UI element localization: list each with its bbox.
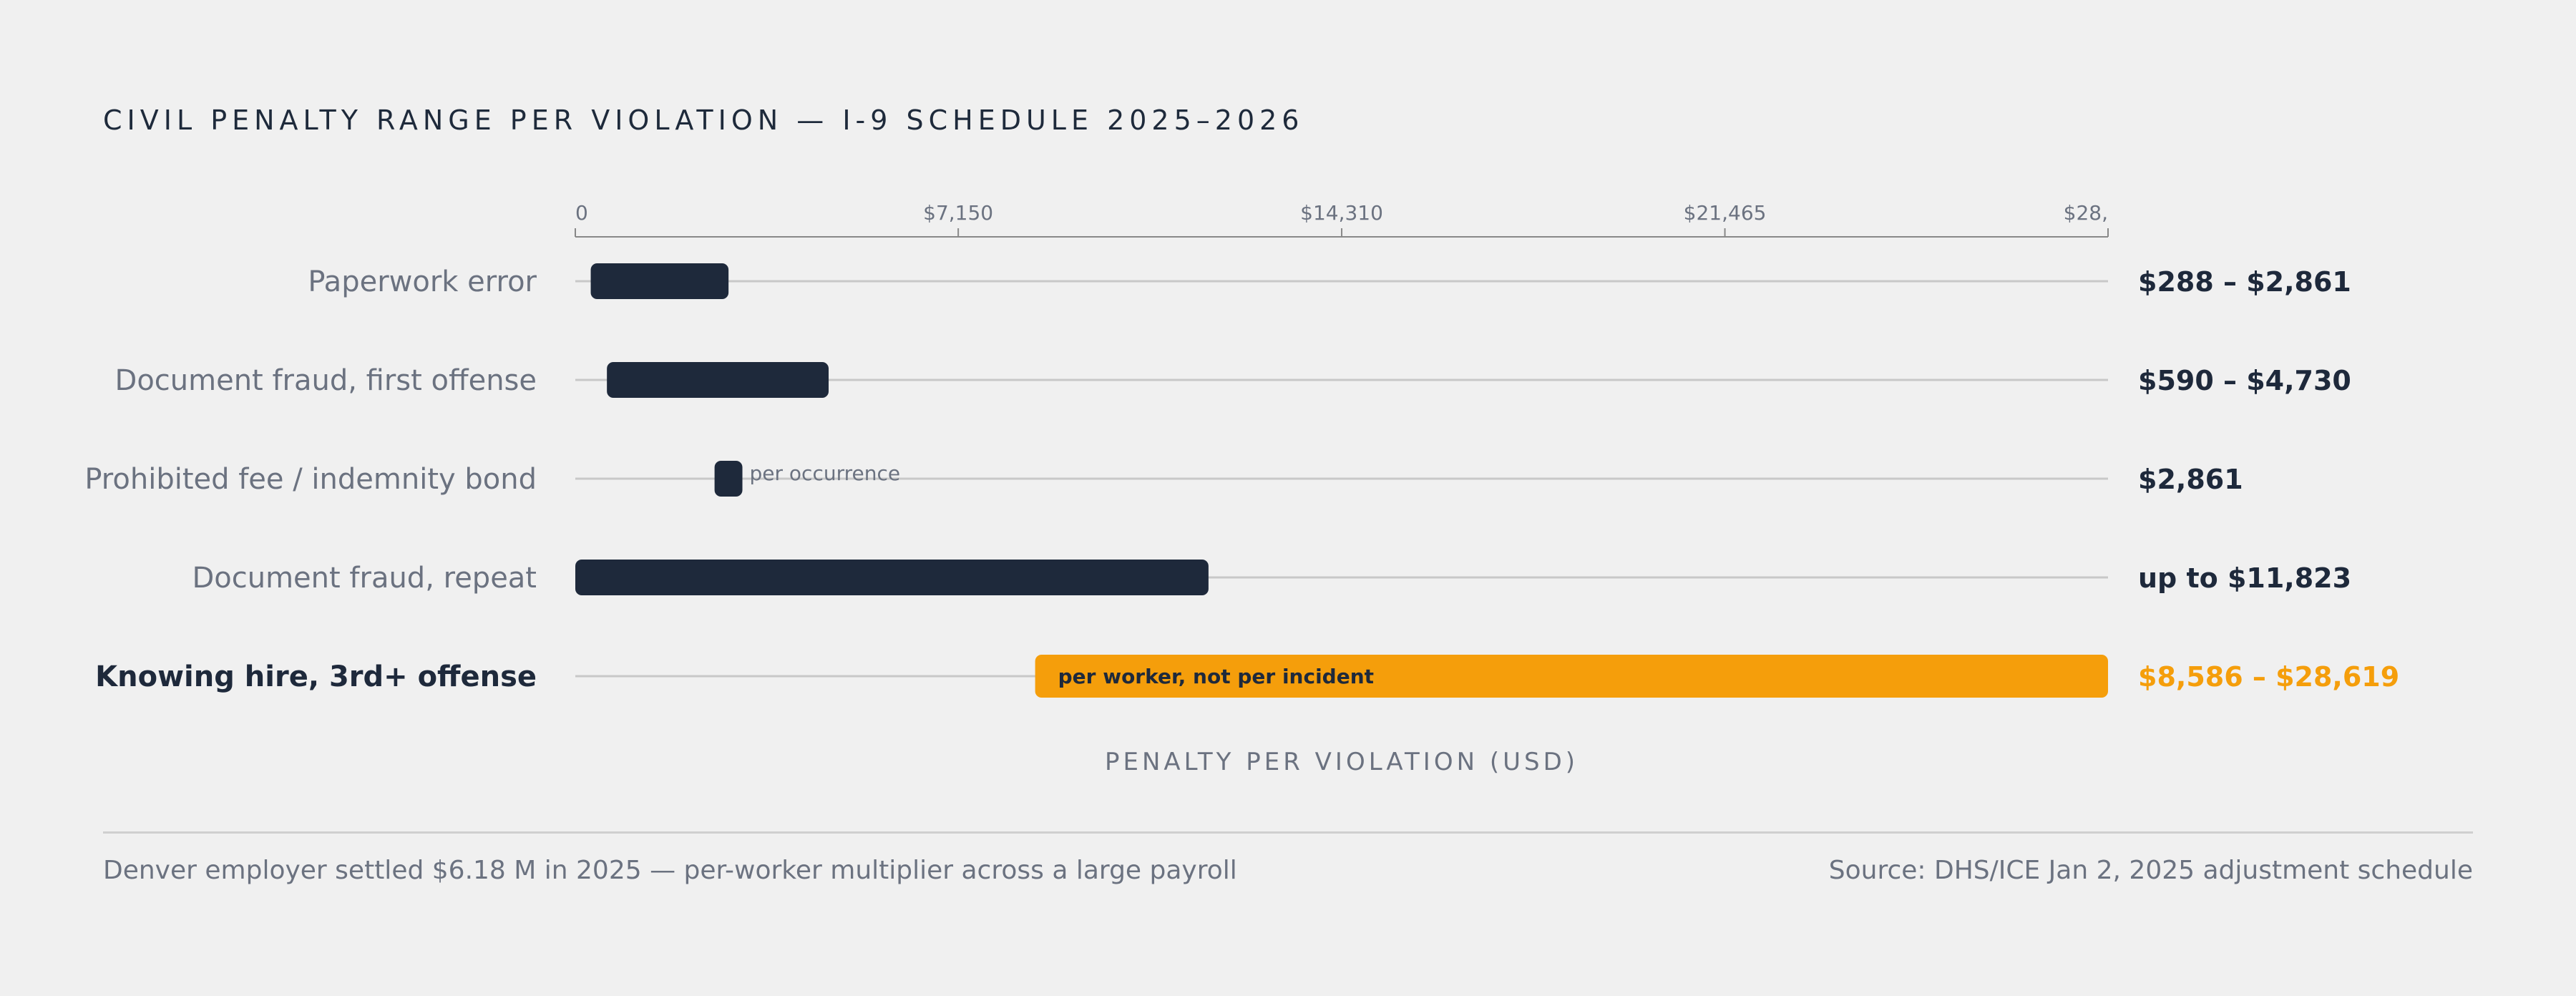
footer-note: Denver employer settled $6.18 M in 2025 … <box>103 856 1237 885</box>
range-bar <box>607 362 829 398</box>
category-label: Document fraud, first offense <box>115 364 537 397</box>
x-tick-label: $14,310 <box>1300 201 1383 225</box>
range-bar <box>1035 655 2108 698</box>
x-axis-title: PENALTY PER VIOLATION (USD) <box>1105 748 1579 776</box>
range-bar <box>590 263 729 299</box>
x-tick-label: 0 <box>575 201 588 225</box>
range-bar <box>714 461 743 497</box>
x-tick-label: $21,465 <box>1684 201 1767 225</box>
bar-annotation: per occurrence <box>750 462 901 485</box>
category-label: Document fraud, repeat <box>192 562 537 595</box>
value-label: $288 – $2,861 <box>2138 266 2351 298</box>
bar-annotation: per worker, not per incident <box>1058 665 1374 688</box>
x-tick-label: $28, <box>2064 201 2108 225</box>
chart-title: CIVIL PENALTY RANGE PER VIOLATION — I-9 … <box>103 104 1304 136</box>
range-bar <box>575 560 1209 595</box>
x-tick-label: $7,150 <box>923 201 993 225</box>
range-chart: 0 $7,150 $14,310 $21,465 $28, Paperwork error… <box>84 201 2399 776</box>
category-label: Paperwork error <box>308 265 537 298</box>
value-label: $590 – $4,730 <box>2138 365 2351 396</box>
footer-source: Source: DHS/ICE Jan 2, 2025 adjustment s… <box>1828 856 2473 885</box>
category-label: Prohibited fee / indemnity bond <box>84 463 537 496</box>
value-label: $8,586 – $28,619 <box>2138 661 2399 693</box>
value-label: $2,861 <box>2138 464 2243 495</box>
footer-divider <box>103 831 2473 834</box>
category-label: Knowing hire, 3rd+ offense <box>95 660 537 693</box>
value-label: up to $11,823 <box>2138 562 2351 594</box>
